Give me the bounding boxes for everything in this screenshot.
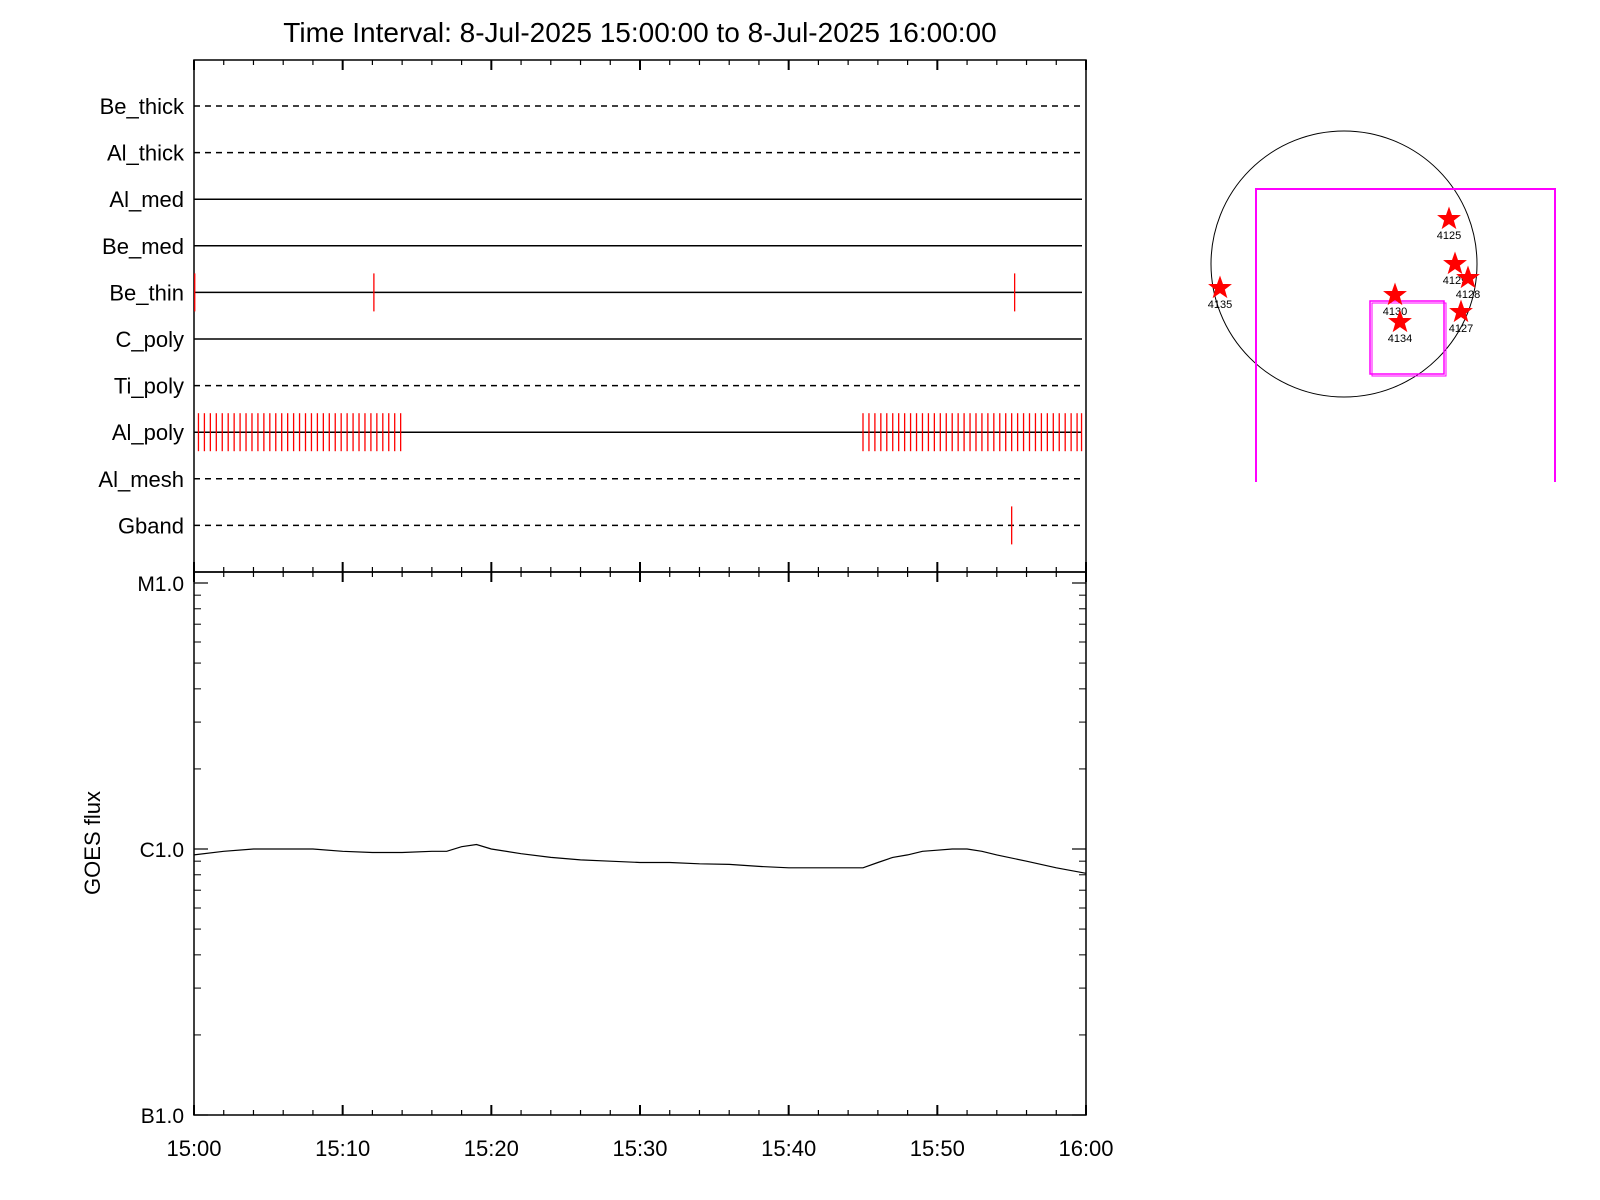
y-tick-label: C1.0 bbox=[140, 839, 184, 862]
timeline-frame bbox=[193, 59, 1087, 573]
ar-label: 4127 bbox=[1449, 323, 1473, 335]
ar-star-marker bbox=[1437, 206, 1461, 230]
channel-label: Al_poly bbox=[112, 420, 184, 445]
ar-star-marker bbox=[1383, 282, 1407, 306]
fov-box-b bbox=[1371, 302, 1447, 377]
ar-star-marker bbox=[1443, 251, 1467, 275]
channel-label: Gband bbox=[118, 513, 184, 538]
ar-label: 4135 bbox=[1208, 299, 1232, 311]
ar-label: 4130 bbox=[1383, 306, 1407, 318]
x-tick-label: 15:50 bbox=[910, 1136, 965, 1161]
fov-box-a bbox=[1369, 300, 1445, 375]
x-tick-label: 15:00 bbox=[166, 1136, 221, 1161]
ar-label: 4134 bbox=[1388, 333, 1412, 345]
ar-star-marker bbox=[1208, 275, 1232, 299]
channel-label: Be_thin bbox=[109, 280, 184, 305]
y-tick-label: B1.0 bbox=[141, 1105, 184, 1128]
ar-label: 4128 bbox=[1456, 289, 1480, 301]
channel-label: Al_mesh bbox=[98, 467, 184, 492]
x-tick-label: 15:10 bbox=[315, 1136, 370, 1161]
x-tick-label: 15:30 bbox=[612, 1136, 667, 1161]
x-tick-label: 15:20 bbox=[464, 1136, 519, 1161]
solar-disk bbox=[1210, 130, 1478, 398]
channel-label: Al_med bbox=[109, 187, 184, 212]
channel-label: C_poly bbox=[116, 327, 184, 352]
ar-star-marker bbox=[1449, 299, 1473, 323]
y-tick-label: M1.0 bbox=[137, 573, 184, 596]
channel-label: Al_thick bbox=[107, 141, 185, 166]
channel-label: Be_med bbox=[102, 234, 184, 259]
ar-star-marker bbox=[1456, 265, 1480, 289]
goes-panel: GOES flux B1.0 C1.0 M1.0 15:00 15:10 15:20 15:… bbox=[80, 571, 1114, 1161]
ar-star-marker bbox=[1388, 309, 1412, 333]
ar-label: 4125 bbox=[1437, 230, 1461, 242]
x-tick-label: 16:00 bbox=[1058, 1136, 1113, 1161]
xrt-fov bbox=[1255, 188, 1556, 482]
goes-frame bbox=[193, 571, 1087, 1116]
goes-y-axis-label: GOES flux bbox=[80, 791, 105, 895]
timeline-panel: Be_thick Al_thick Al_med Be_med Be_thin C_pol… bbox=[98, 59, 1087, 573]
channel-label: Be_thick bbox=[100, 94, 185, 119]
goes-flux-line bbox=[193, 843, 1087, 874]
x-tick-label: 15:40 bbox=[761, 1136, 816, 1161]
chart-title: Time Interval: 8-Jul-2025 15:00:00 to 8-… bbox=[283, 17, 996, 48]
channel-label: Ti_poly bbox=[114, 374, 184, 399]
